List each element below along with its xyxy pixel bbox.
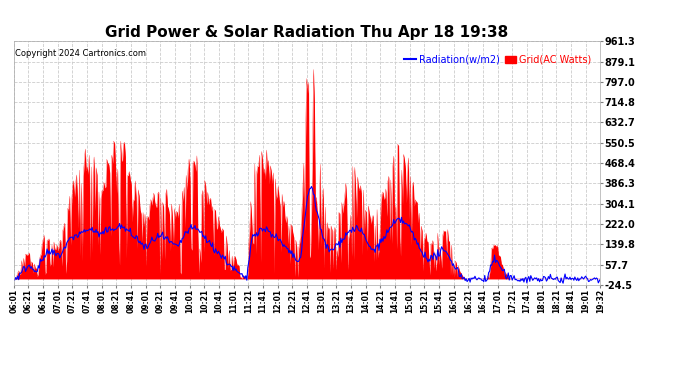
Text: Copyright 2024 Cartronics.com: Copyright 2024 Cartronics.com [15, 49, 146, 58]
Legend: Radiation(w/m2), Grid(AC Watts): Radiation(w/m2), Grid(AC Watts) [400, 51, 595, 69]
Title: Grid Power & Solar Radiation Thu Apr 18 19:38: Grid Power & Solar Radiation Thu Apr 18 … [106, 25, 509, 40]
